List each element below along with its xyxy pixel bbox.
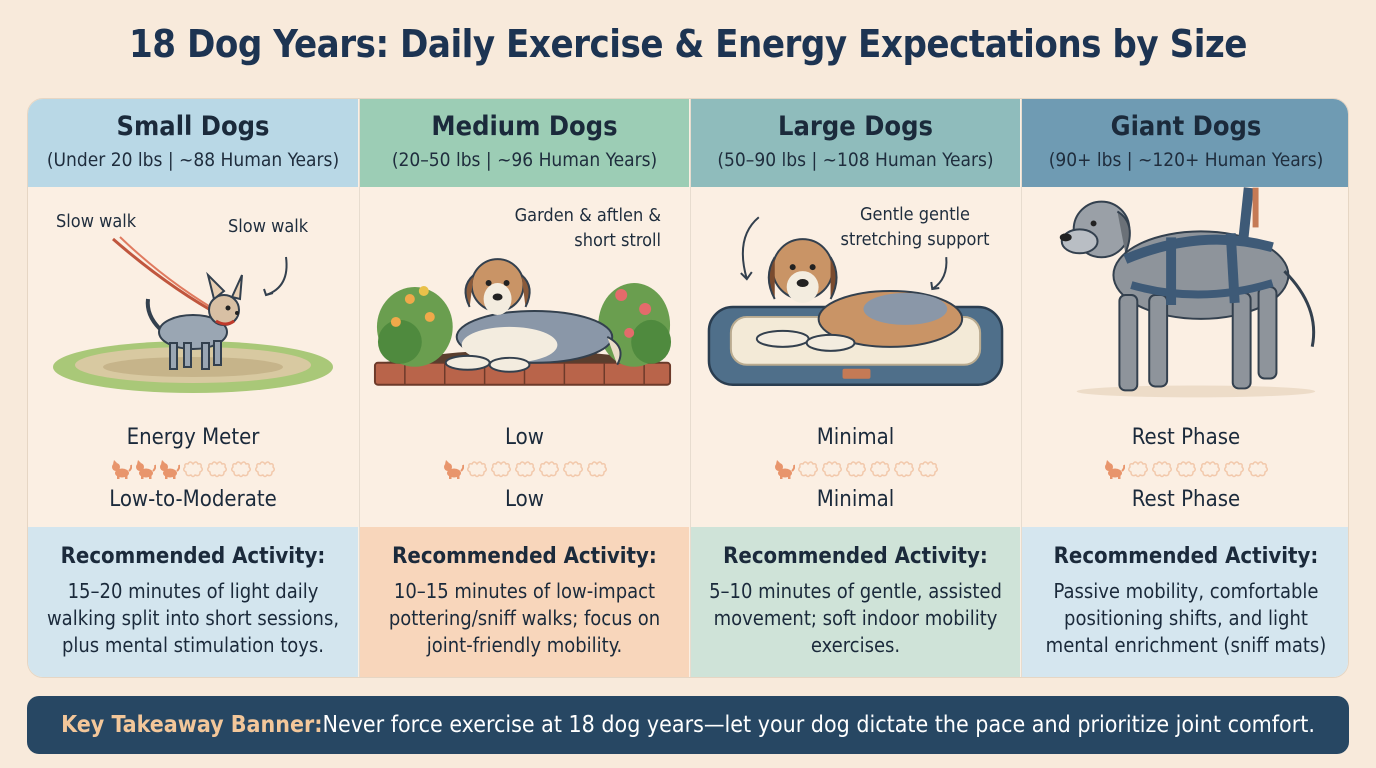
column-header: Giant Dogs (90+ lbs | ~120+ Human Years): [1022, 99, 1348, 187]
paw-outline-icon: [586, 461, 607, 478]
paw-outline-icon: [821, 461, 842, 478]
paw-outline-icon: [538, 461, 559, 478]
recommended-activity-text: 15–20 minutes of light daily walking spl…: [46, 579, 340, 657]
column-subtitle: (20–50 lbs | ~96 Human Years): [391, 149, 658, 171]
illustration-note: Slow walk: [56, 211, 137, 232]
energy-meter-label: Low: [505, 425, 544, 450]
paw-outline-icon: [1175, 461, 1197, 478]
paw-outline-icon: [490, 461, 511, 478]
dog-icon: [774, 460, 795, 479]
column-title: Small Dogs: [116, 111, 270, 142]
paw-outline-icon: [1151, 461, 1173, 478]
energy-meter: [28, 458, 358, 480]
recommended-activity-title: Recommended Activity:: [60, 544, 326, 569]
recommended-activity: Recommended Activity: 10–15 minutes of l…: [360, 527, 689, 677]
large-dog-bed-illustration: [707, 216, 1004, 386]
recommended-activity: Recommended Activity: 15–20 minutes of l…: [28, 527, 358, 677]
size-comparison-panel: Small Dogs (Under 20 lbs | ~88 Human Yea…: [27, 98, 1349, 678]
paw-outline-icon: [562, 461, 583, 478]
column-body: Gentle gentle stretching support Minimal…: [691, 187, 1020, 527]
illustration-note: Gentle gentle stretching support: [840, 204, 990, 250]
recommended-activity: Recommended Activity: 5–10 minutes of ge…: [691, 527, 1020, 677]
paw-outline-icon: [206, 461, 228, 478]
key-takeaway-banner: Key Takeaway Banner: Never force exercis…: [27, 696, 1349, 754]
energy-meter: [1022, 458, 1348, 480]
illustration-note: Garden & aftlen & short stroll: [514, 205, 661, 251]
paw-outline-icon: [514, 461, 535, 478]
paw-outline-icon: [1127, 461, 1149, 478]
energy-meter: [691, 458, 1020, 480]
energy-level-label: Rest Phase: [1131, 487, 1241, 512]
column-small-dogs: Small Dogs (Under 20 lbs | ~88 Human Yea…: [28, 99, 358, 677]
energy-level-label: Low: [505, 487, 544, 512]
dog-icon: [136, 460, 156, 479]
column-subtitle: (50–90 lbs | ~108 Human Years): [717, 149, 994, 171]
column-body: Garden & aftlen & short stroll Low Low: [360, 187, 689, 527]
recommended-activity-title: Recommended Activity:: [392, 544, 657, 569]
recommended-activity: Recommended Activity: Passive mobility, …: [1022, 527, 1348, 677]
energy-level-label: Minimal: [816, 487, 895, 512]
dog-icon: [160, 460, 180, 479]
column-title: Medium Dogs: [431, 111, 618, 142]
small-dog-walking-illustration: [53, 236, 333, 393]
paw-outline-icon: [254, 461, 276, 478]
dog-icon: [1105, 460, 1125, 479]
recommended-activity-text: 5–10 minutes of gentle, assisted movemen…: [709, 579, 1002, 657]
column-giant-dogs: Giant Dogs (90+ lbs | ~120+ Human Years): [1021, 99, 1348, 677]
banner-message: Never force exercise at 18 dog years—let…: [322, 712, 1315, 738]
energy-meter-label: Energy Meter: [126, 425, 260, 450]
energy-meter-label: Minimal: [816, 425, 895, 450]
energy-meter: [360, 458, 689, 480]
column-header: Large Dogs (50–90 lbs | ~108 Human Years…: [691, 99, 1020, 187]
paw-outline-icon: [230, 461, 252, 478]
column-large-dogs: Large Dogs (50–90 lbs | ~108 Human Years…: [690, 99, 1020, 677]
recommended-activity-text: Passive mobility, comfortable positionin…: [1045, 579, 1327, 657]
giant-dog-harness-illustration: [1059, 187, 1316, 398]
paw-outline-icon: [466, 461, 487, 478]
column-title: Large Dogs: [778, 111, 933, 142]
medium-dog-garden-illustration: [373, 258, 672, 386]
energy-meter-label: Rest Phase: [1131, 425, 1241, 450]
paw-outline-icon: [1223, 461, 1245, 478]
paw-outline-icon: [1199, 461, 1221, 478]
page-title: 18 Dog Years: Daily Exercise & Energy Ex…: [128, 22, 1248, 66]
paw-outline-icon: [845, 461, 866, 478]
dog-icon: [112, 460, 132, 479]
energy-level-label: Low-to-Moderate: [109, 487, 277, 512]
paw-outline-icon: [797, 461, 818, 478]
recommended-activity-title: Recommended Activity:: [1053, 544, 1319, 569]
recommended-activity-title: Recommended Activity:: [723, 544, 988, 569]
paw-outline-icon: [869, 461, 890, 478]
paw-outline-icon: [182, 461, 204, 478]
illustration-note: Slow walk: [228, 216, 309, 237]
column-subtitle: (Under 20 lbs | ~88 Human Years): [46, 149, 340, 171]
banner-label: Key Takeaway Banner:: [61, 712, 323, 738]
column-header: Small Dogs (Under 20 lbs | ~88 Human Yea…: [28, 99, 358, 187]
column-body: Rest Phase Rest Phase: [1022, 187, 1348, 527]
paw-outline-icon: [917, 461, 938, 478]
paw-outline-icon: [1247, 461, 1269, 478]
dog-icon: [443, 460, 464, 479]
column-title: Giant Dogs: [1110, 111, 1262, 142]
column-subtitle: (90+ lbs | ~120+ Human Years): [1048, 149, 1324, 171]
recommended-activity-text: 10–15 minutes of low-impact pottering/sn…: [388, 579, 661, 657]
column-header: Medium Dogs (20–50 lbs | ~96 Human Years…: [360, 99, 689, 187]
column-medium-dogs: Medium Dogs (20–50 lbs | ~96 Human Years…: [359, 99, 689, 677]
paw-outline-icon: [893, 461, 914, 478]
column-body: Slow walk Slow walk Energy Meter Low-to-…: [28, 187, 358, 527]
